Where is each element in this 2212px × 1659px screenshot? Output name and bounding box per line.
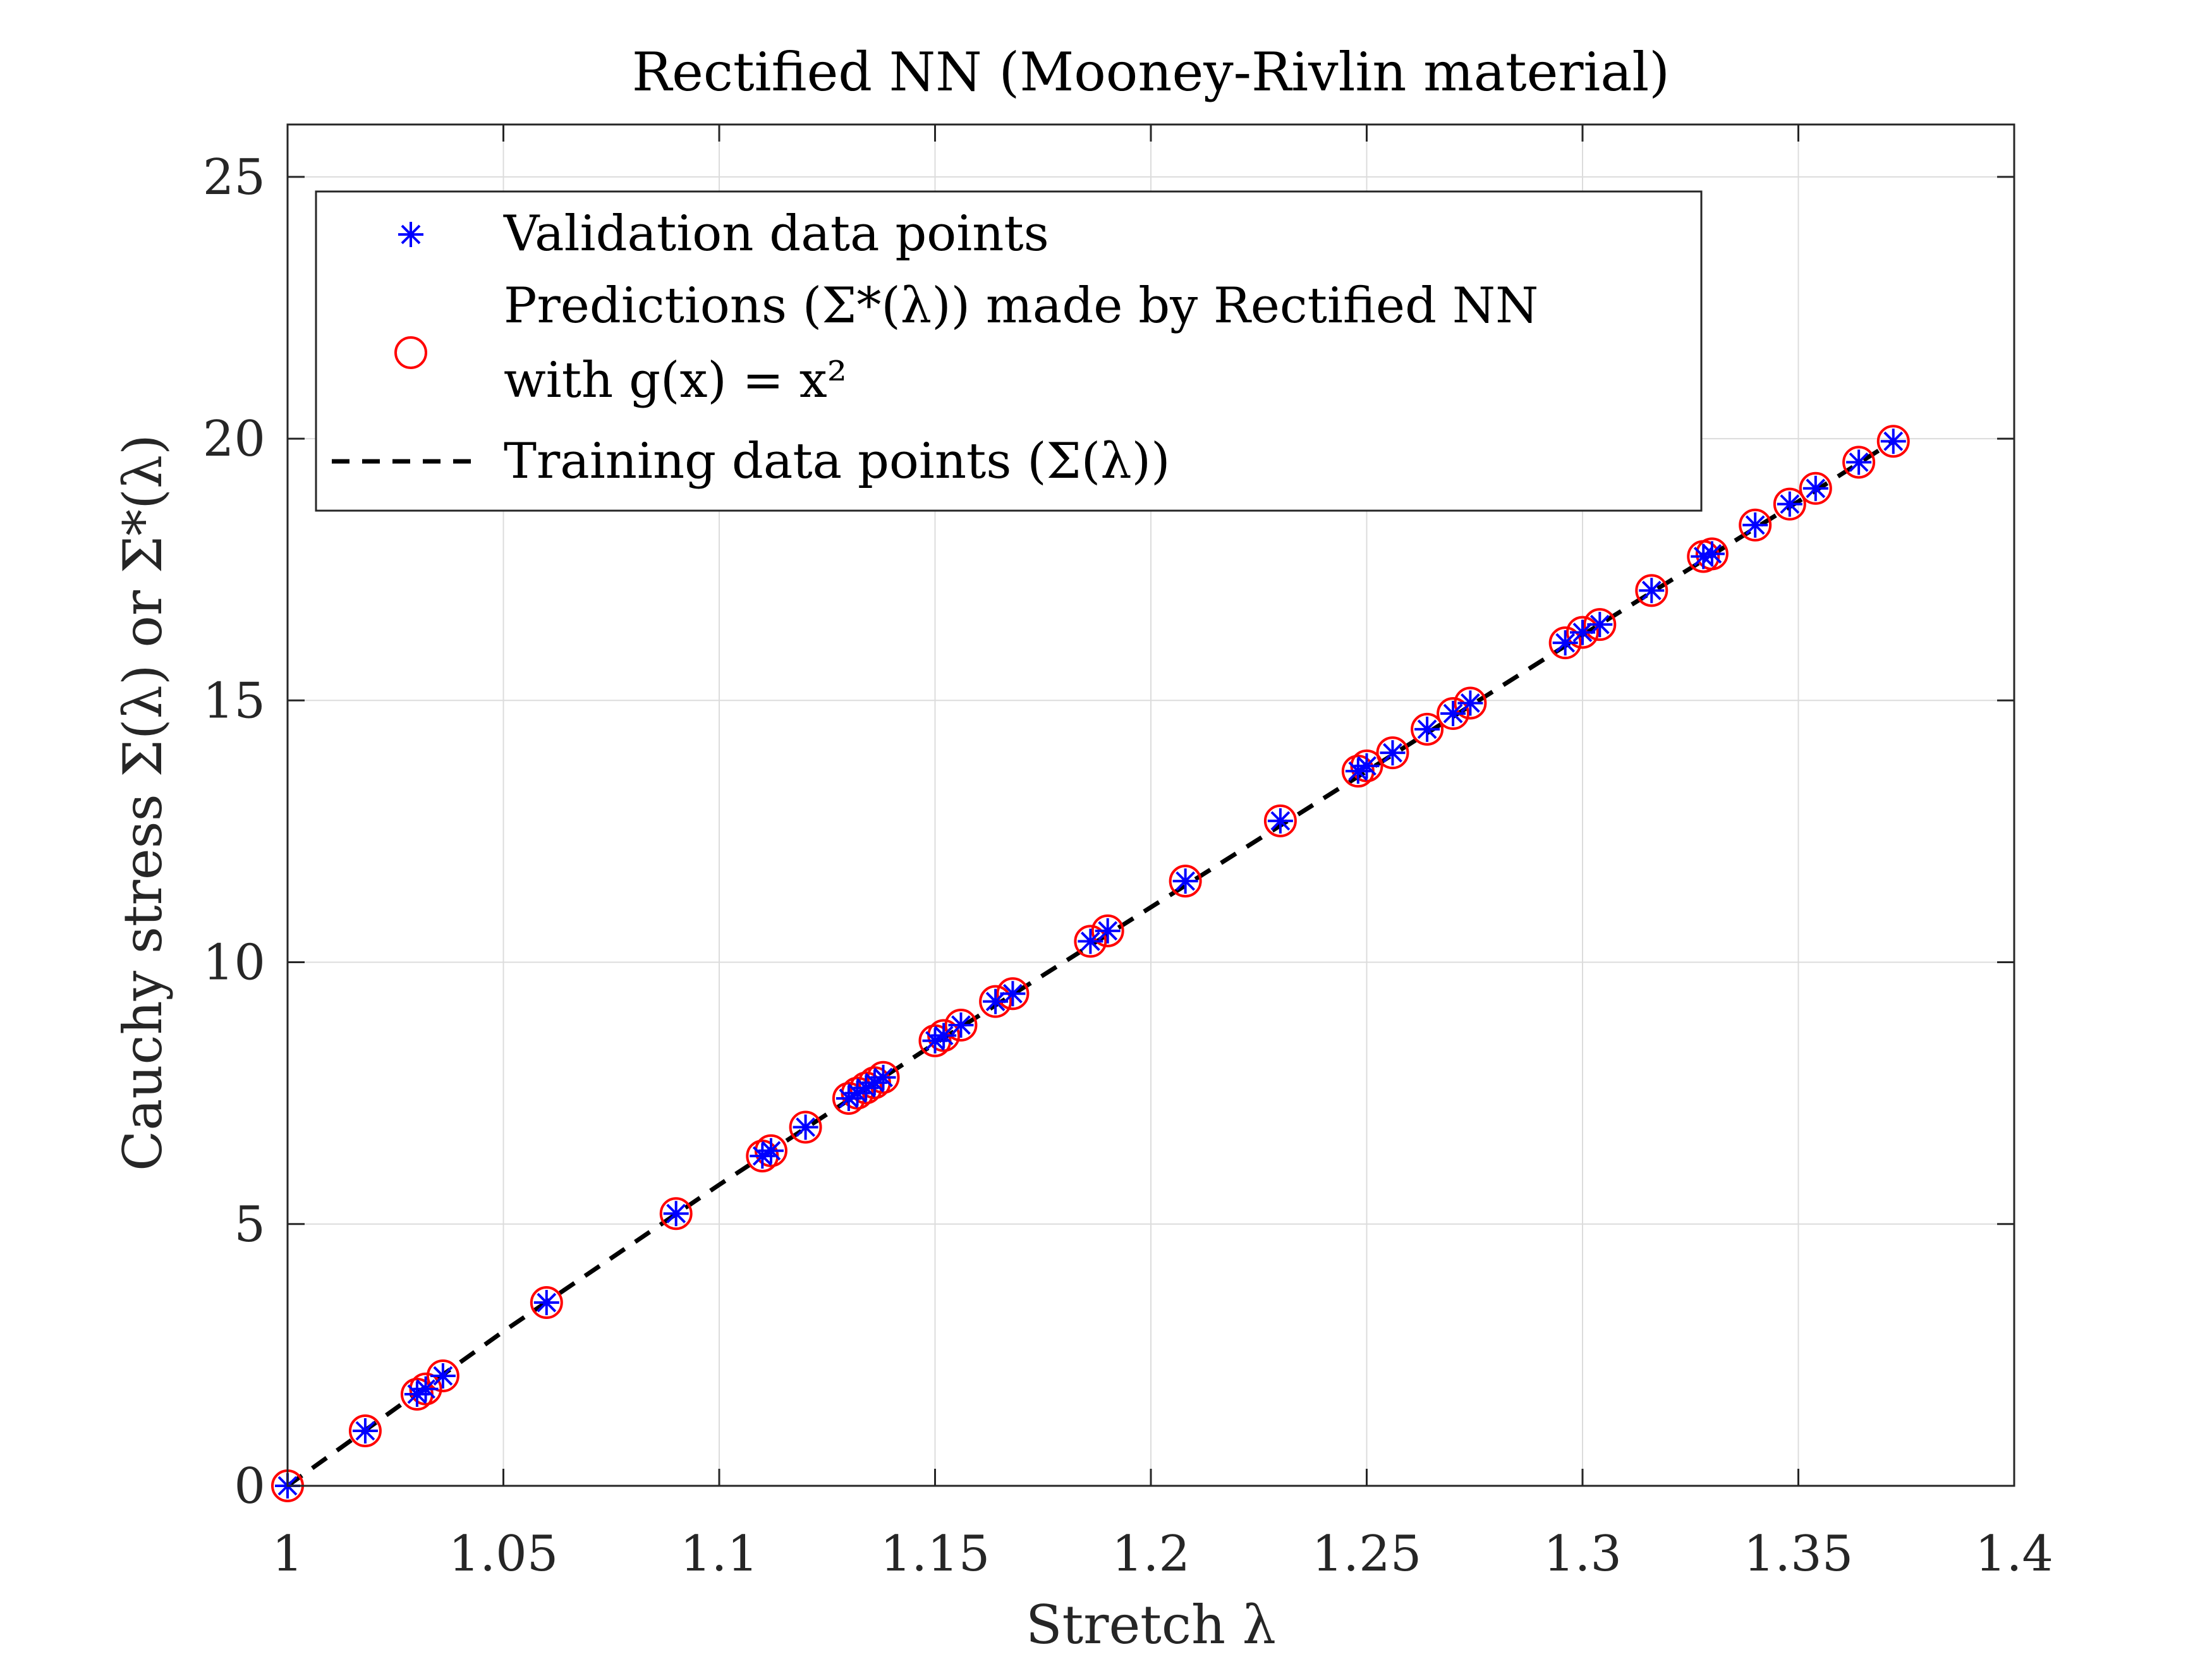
legend-predictions-marker [394, 336, 427, 369]
prediction-point [1635, 574, 1668, 607]
validation-point [1777, 491, 1802, 517]
prediction-point [1437, 697, 1470, 731]
y-tick-label: 0 [234, 1458, 265, 1515]
prediction-point [1169, 865, 1202, 898]
validation-point [1880, 428, 1906, 454]
x-axis-label: Stretch λ [1026, 1594, 1276, 1656]
prediction-point [426, 1359, 459, 1393]
prediction-point [1074, 925, 1107, 958]
legend-validation-label: Validation data points [503, 205, 1049, 262]
prediction-point [1773, 487, 1806, 521]
axis-ticks: 1 1.05 1.1 1.15 1.2 1.25 1.3 1.35 1.4 0 5 10 15 20 25 [203, 125, 2053, 1583]
validation-point [1552, 630, 1578, 656]
training-line [286, 439, 1895, 1488]
chart-title: Rectified NN (Mooney-Rivlin material) [632, 41, 1670, 103]
y-tick-label: 20 [203, 411, 265, 468]
validation-point [870, 1064, 896, 1090]
point-series [271, 425, 1910, 1502]
validation-point [1414, 716, 1440, 742]
x-tick-label: 1.15 [880, 1526, 990, 1583]
prediction-point [1411, 712, 1444, 746]
x-tick-label: 1.05 [449, 1526, 559, 1583]
legend-training-label: Training data points (Σ(λ)) [504, 433, 1170, 490]
x-tick-label: 1 [272, 1526, 303, 1583]
legend-validation-marker [398, 222, 423, 247]
validation-point [533, 1290, 559, 1316]
prediction-point [530, 1286, 563, 1320]
validation-point [948, 1012, 974, 1038]
prediction-point [996, 977, 1030, 1011]
validation-point [352, 1418, 378, 1444]
validation-point [1699, 541, 1725, 567]
validation-point [1172, 868, 1198, 894]
prediction-point [1739, 508, 1772, 542]
validation-point [430, 1363, 456, 1389]
prediction-point [1566, 616, 1599, 649]
validation-point [1587, 612, 1613, 638]
validation-point [931, 1023, 957, 1048]
prediction-point [1548, 626, 1582, 660]
prediction-point [1376, 736, 1409, 770]
prediction-point [659, 1197, 693, 1231]
validation-point [793, 1114, 818, 1140]
prediction-point [1842, 446, 1876, 479]
prediction-point [1091, 914, 1124, 947]
training-series [286, 439, 1895, 1488]
x-tick-label: 1.4 [1975, 1526, 2053, 1583]
x-tick-label: 1.35 [1744, 1526, 1854, 1583]
y-tick-label: 5 [234, 1196, 265, 1253]
prediction-point [1263, 804, 1297, 837]
validation-point [1639, 578, 1665, 604]
validation-point [1000, 981, 1026, 1007]
legend-predictions-label-line2: with g(x) = x² [504, 352, 847, 409]
legend-box [315, 190, 1703, 512]
prediction-point [1583, 608, 1617, 641]
validation-point [1457, 690, 1483, 716]
x-tick-label: 1.25 [1312, 1526, 1422, 1583]
prediction-point [1799, 471, 1832, 505]
y-axis-label: Cauchy stress Σ(λ) or Σ*(λ) [112, 434, 174, 1171]
validation-point [1802, 475, 1828, 501]
validation-point [1267, 808, 1293, 834]
prediction-point [348, 1414, 382, 1448]
validation-point [1380, 740, 1406, 766]
validation-point [1440, 701, 1466, 727]
x-tick-label: 1.1 [680, 1526, 758, 1583]
y-tick-label: 15 [203, 672, 265, 729]
prediction-point [1695, 537, 1729, 571]
prediction-point [1454, 686, 1487, 720]
prediction-point [944, 1008, 978, 1042]
y-tick-label: 25 [203, 149, 265, 206]
prediction-point [1876, 425, 1910, 458]
validation-point [758, 1138, 784, 1164]
validation-point [663, 1201, 689, 1227]
legend: Validation data points Predictions (Σ*(λ… [315, 190, 1703, 512]
validation-point [1354, 753, 1380, 779]
x-tick-label: 1.3 [1543, 1526, 1622, 1583]
validation-point [1742, 512, 1768, 538]
validation-point [1846, 449, 1872, 475]
x-tick-label: 1.2 [1112, 1526, 1190, 1583]
validation-point [861, 1070, 887, 1096]
y-tick-label: 10 [203, 935, 265, 992]
validation-point [1095, 918, 1121, 944]
validation-point [413, 1376, 439, 1402]
validation-point [1078, 928, 1103, 954]
legend-predictions-label-line1: Predictions (Σ*(λ)) made by Rectified NN [504, 277, 1538, 334]
prediction-point [789, 1110, 822, 1144]
prediction-point [979, 985, 1012, 1018]
